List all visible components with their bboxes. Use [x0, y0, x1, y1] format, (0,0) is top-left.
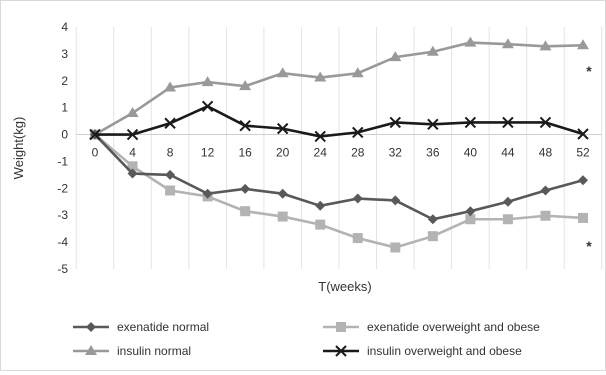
- series-line-2: [94, 41, 584, 136]
- data-point-0: [202, 188, 213, 199]
- x-tick-label: 8: [167, 146, 174, 160]
- y-tick-label: -5: [57, 262, 68, 276]
- x-tick-label: 40: [464, 146, 478, 160]
- x-tick-label: 20: [276, 146, 290, 160]
- data-point-0: [277, 188, 288, 199]
- data-point-1: [578, 212, 588, 223]
- legend-label: exenatide overweight and obese: [367, 320, 540, 334]
- data-point-3: [314, 130, 326, 143]
- legend-marker-0: [86, 322, 96, 332]
- data-point-1: [277, 211, 288, 222]
- data-point-0: [127, 168, 138, 179]
- significance-asterisk: *: [586, 63, 592, 79]
- data-point-1: [390, 242, 401, 253]
- x-tick-label: 16: [238, 146, 252, 160]
- data-point-1: [127, 161, 138, 172]
- x-tick-label: 48: [539, 146, 553, 160]
- legend-marker-1: [336, 322, 346, 332]
- data-point-1: [465, 214, 476, 225]
- significance-asterisk: *: [586, 238, 592, 254]
- data-point-0: [502, 196, 513, 207]
- data-point-1: [165, 185, 176, 196]
- data-point-3: [502, 116, 514, 129]
- data-point-0: [315, 200, 326, 211]
- data-point-3: [276, 122, 289, 135]
- series-line-0: [94, 133, 584, 221]
- y-tick-label: 0: [61, 128, 68, 142]
- data-point-2: [276, 67, 289, 78]
- data-point-0: [352, 193, 363, 204]
- data-point-2: [314, 71, 327, 82]
- data-point-0: [540, 185, 551, 196]
- data-point-1: [502, 214, 513, 225]
- data-point-1: [315, 219, 326, 230]
- data-point-3: [539, 116, 552, 129]
- data-point-0: [165, 169, 176, 180]
- data-point-2: [239, 80, 252, 91]
- data-point-2: [501, 38, 514, 49]
- data-point-2: [164, 81, 177, 92]
- data-point-3: [239, 119, 251, 132]
- y-tick-label: -1: [57, 154, 68, 168]
- data-point-3: [126, 128, 139, 141]
- data-point-2: [539, 40, 552, 51]
- y-tick-label: 3: [61, 47, 68, 61]
- data-point-2: [426, 45, 439, 56]
- y-tick-label: -2: [57, 181, 68, 195]
- y-tick-label: 4: [61, 20, 68, 34]
- y-axis-title: Weight(kg): [11, 117, 26, 180]
- data-point-2: [351, 67, 364, 78]
- legend-label: insulin overweight and obese: [367, 344, 522, 358]
- data-point-2: [126, 107, 139, 118]
- data-point-3: [427, 118, 439, 131]
- data-point-0: [465, 206, 476, 217]
- y-tick-label: -4: [57, 235, 68, 249]
- x-tick-label: 52: [576, 146, 590, 160]
- data-point-2: [389, 51, 402, 62]
- x-axis-title: T(weeks): [318, 279, 371, 294]
- data-point-1: [240, 206, 251, 217]
- series-line-3: [95, 104, 584, 138]
- x-tick-label: 4: [129, 146, 136, 160]
- x-tick-label: 28: [351, 146, 365, 160]
- series-line-1: [94, 133, 584, 249]
- y-tick-label: 1: [61, 101, 68, 115]
- data-point-0: [240, 183, 251, 194]
- x-tick-label: 32: [389, 146, 403, 160]
- legend-label: insulin normal: [117, 344, 191, 358]
- data-point-3: [464, 116, 477, 129]
- legend-marker-2: [85, 345, 97, 355]
- x-tick-label: 24: [314, 146, 328, 160]
- data-point-0: [427, 214, 438, 225]
- data-point-1: [427, 231, 438, 242]
- x-tick-label: 44: [501, 146, 515, 160]
- data-point-2: [577, 39, 589, 50]
- data-point-2: [464, 36, 477, 47]
- y-tick-label: -3: [57, 208, 68, 222]
- legend-marker-3: [335, 345, 347, 357]
- data-point-3: [352, 126, 364, 139]
- data-point-3: [89, 128, 101, 141]
- y-tick-label: 2: [61, 74, 68, 88]
- data-point-1: [540, 210, 551, 221]
- data-point-3: [164, 117, 176, 129]
- x-tick-label: 0: [92, 146, 99, 160]
- data-point-3: [389, 116, 402, 129]
- data-point-3: [201, 100, 214, 113]
- legend-label: exenatide normal: [117, 320, 209, 334]
- data-point-1: [352, 233, 363, 244]
- data-point-3: [577, 128, 589, 140]
- data-point-0: [578, 175, 588, 186]
- x-tick-label: 12: [201, 146, 215, 160]
- data-point-2: [201, 76, 214, 87]
- data-point-0: [390, 195, 401, 206]
- x-tick-label: 36: [426, 146, 440, 160]
